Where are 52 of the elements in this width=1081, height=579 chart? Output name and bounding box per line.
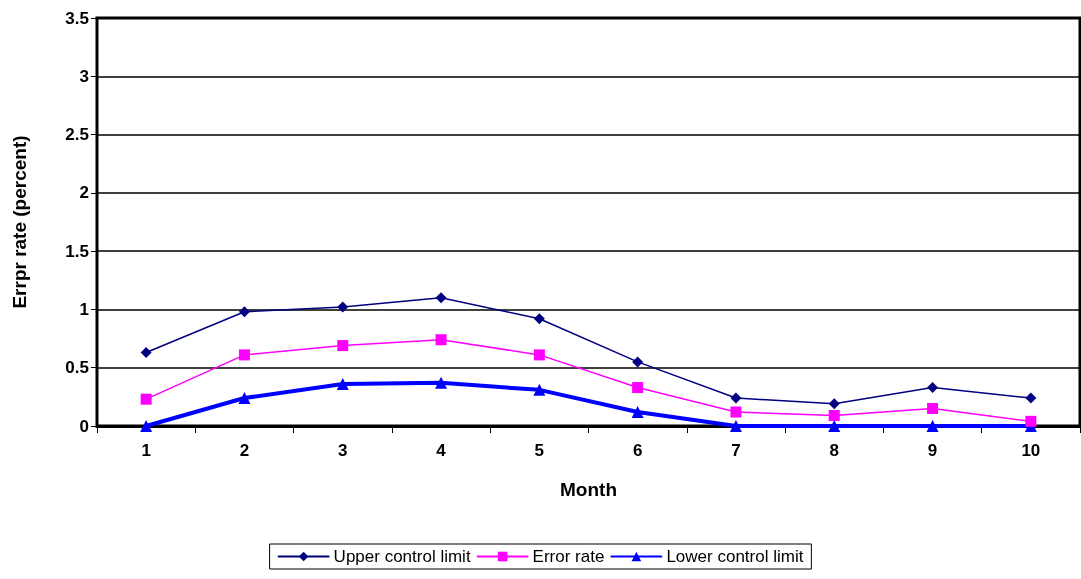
y-tick-label: 1 [79, 299, 89, 319]
point [140, 393, 152, 405]
x-tick-label: 8 [829, 441, 839, 460]
legend-label: Upper control limit [333, 547, 471, 566]
point [927, 382, 939, 394]
y-axis-title: Errpr rate (percent) [9, 135, 30, 309]
x-tick-label: 4 [436, 441, 447, 460]
y-tick-label: 2 [79, 183, 89, 203]
x-tick-label: 2 [239, 441, 250, 460]
y-tick-label: 0.5 [65, 358, 89, 378]
x-tick-label: 5 [534, 441, 545, 460]
point [927, 403, 939, 415]
point [730, 392, 742, 404]
point [336, 378, 349, 391]
point [632, 356, 644, 368]
point [828, 398, 840, 410]
x-tick-label: 6 [632, 441, 643, 460]
point [632, 382, 644, 394]
x-tick-label: 10 [1021, 441, 1041, 460]
y-tick-label: 3 [79, 66, 89, 86]
point [729, 420, 742, 432]
point [1025, 415, 1037, 427]
point [828, 420, 841, 432]
point [730, 406, 742, 418]
y-tick-label: 1.5 [65, 241, 89, 261]
x-tick-label: 3 [338, 441, 348, 460]
point [926, 420, 939, 432]
point [238, 349, 250, 361]
point [238, 306, 250, 318]
x-tick-label: 1 [141, 441, 151, 460]
y-tick-label: 0 [79, 416, 89, 436]
point [337, 301, 349, 313]
y-tick-label: 3.5 [65, 8, 89, 28]
y-tick-label: 2.5 [65, 125, 89, 145]
point [140, 420, 153, 432]
point [533, 383, 546, 396]
point [435, 334, 447, 346]
point [337, 340, 349, 352]
point [1025, 392, 1037, 404]
point [631, 406, 644, 419]
point [533, 349, 545, 361]
point [435, 376, 448, 389]
point [828, 410, 840, 422]
point [533, 313, 545, 325]
point [238, 392, 251, 405]
x-tick-label: 7 [731, 441, 741, 460]
x-axis-title: Month [560, 479, 617, 500]
point [140, 347, 152, 359]
x-tick-label: 9 [927, 441, 938, 460]
legend-label: Lower control limit [666, 547, 804, 566]
legend-label: Error rate [532, 547, 605, 566]
point [435, 292, 447, 304]
